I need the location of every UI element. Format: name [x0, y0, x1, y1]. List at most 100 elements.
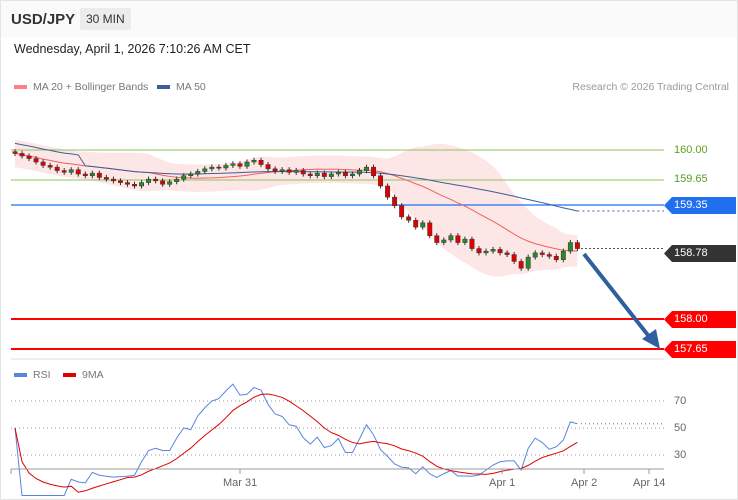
candle-body [518, 261, 524, 269]
candle-body [504, 252, 510, 255]
x-label-mar31: Mar 31 [223, 477, 258, 489]
candle-body [216, 166, 222, 169]
candle-body [546, 254, 552, 257]
candle-body [483, 250, 489, 254]
candle-body [265, 164, 271, 170]
candle-body [125, 182, 130, 185]
candle-body [54, 166, 60, 171]
legend-ma20-label: MA 20 + Bollinger Bands [33, 81, 149, 93]
candle-body [40, 161, 46, 166]
candle-body [420, 222, 426, 228]
candle-body [406, 216, 412, 221]
candle-body [300, 170, 306, 175]
candle-body [307, 173, 313, 176]
rsi-tick-70: 70 [674, 395, 687, 407]
legend-ma50: MA 50 [157, 81, 206, 93]
candle-body [195, 171, 201, 175]
legend-ma20: MA 20 + Bollinger Bands [14, 81, 148, 93]
support-2-tag: 157.65 [664, 341, 736, 358]
candle-body [139, 182, 144, 187]
forecast-arrow [582, 252, 653, 341]
candle-body [188, 173, 194, 176]
ma50-swatch-icon [157, 85, 170, 89]
candle-body [146, 178, 152, 183]
x-label-apr2: Apr 2 [571, 477, 598, 489]
header: USD/JPY 30 MIN [1, 1, 737, 37]
candle-body [82, 173, 88, 176]
candle-body [364, 166, 369, 171]
candle-body [511, 254, 517, 262]
candle-body [574, 242, 580, 249]
candle-body [560, 250, 566, 260]
candle-body [413, 220, 419, 228]
candle-body [532, 252, 538, 258]
rsi-tick-30: 30 [674, 449, 687, 461]
x-label-apr1: Apr 1 [489, 477, 516, 489]
candle-body [314, 172, 320, 176]
last-price-tag: 158.78 [664, 245, 736, 262]
candle-body [293, 170, 299, 173]
candle-body [342, 172, 348, 176]
legend-rsi: RSI [14, 369, 51, 381]
candle-body [427, 222, 433, 236]
candle-body [286, 169, 292, 173]
rsi-swatch-icon [14, 373, 27, 377]
candle-body [371, 166, 376, 176]
candle-body [462, 238, 468, 243]
candle-body [68, 169, 74, 173]
symbol-title: USD/JPY [11, 11, 76, 28]
candle-body [153, 178, 159, 182]
candle-body [357, 170, 362, 175]
candle-body [209, 166, 215, 170]
legend-9ma: 9MA [63, 369, 104, 381]
candle-body [132, 184, 137, 187]
candle-body [567, 242, 573, 252]
candle-body [174, 178, 180, 182]
candle-body [321, 172, 327, 177]
candle-body [110, 178, 116, 182]
candle-body [237, 163, 243, 167]
candle-body [75, 169, 81, 175]
timeframe-button[interactable]: 30 MIN [80, 8, 131, 30]
candle-body [160, 180, 166, 185]
ma20-swatch-icon [14, 85, 27, 89]
candle-body [167, 181, 173, 185]
candle-body [230, 163, 236, 166]
candle-body [118, 180, 123, 183]
candle-body [490, 249, 496, 252]
candle-body [89, 172, 95, 176]
legend-rsi-label: RSI [33, 369, 51, 381]
candle-body [349, 173, 355, 176]
candle-body [399, 205, 405, 218]
candle-body [455, 235, 461, 243]
candle-body [441, 239, 447, 243]
x-label-apr14: Apr 14 [633, 477, 666, 489]
candle-body [19, 153, 25, 157]
candle-body [26, 155, 32, 159]
candle-body [469, 238, 475, 249]
rsi-9ma-line [14, 393, 578, 493]
candle-body [202, 168, 208, 172]
candle-body [434, 235, 440, 243]
candle-body [378, 175, 384, 187]
candle-body [251, 160, 257, 163]
candle-body [448, 235, 454, 241]
candle-body [223, 165, 229, 169]
legend-ma50-label: MA 50 [176, 81, 206, 93]
copyright: Research © 2026 Trading Central [572, 81, 729, 93]
candle-body [258, 160, 264, 165]
resistance-2-label: 160.00 [674, 144, 708, 156]
candle-body [476, 248, 482, 254]
legend-9ma-label: 9MA [82, 369, 104, 381]
candle-body [181, 175, 187, 180]
candle-body [272, 168, 278, 172]
candle-body [392, 196, 398, 206]
candle-body [103, 177, 109, 180]
candle-body [96, 172, 102, 178]
candle-body [328, 173, 334, 177]
candle-body [279, 169, 285, 172]
candle-body [497, 249, 503, 254]
bollinger-band [15, 139, 578, 277]
